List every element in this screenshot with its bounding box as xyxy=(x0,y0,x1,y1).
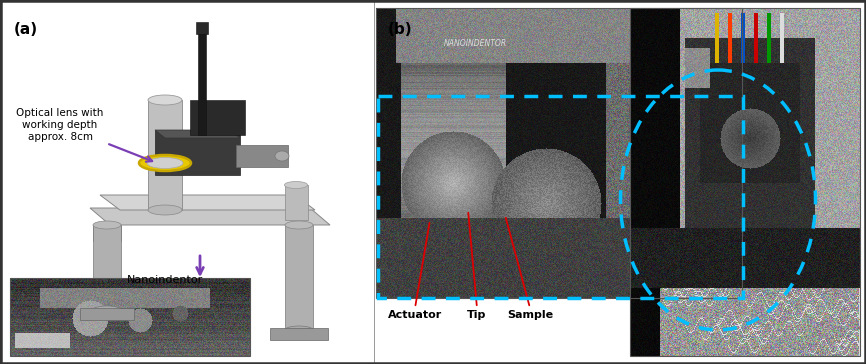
Bar xyxy=(236,145,288,167)
Text: Actuator: Actuator xyxy=(388,310,443,320)
Text: (b): (b) xyxy=(388,22,412,37)
Ellipse shape xyxy=(148,95,182,105)
Text: Optical lens with
working depth
approx. 8cm: Optical lens with working depth approx. … xyxy=(16,108,152,162)
Text: Sample: Sample xyxy=(507,310,553,320)
Text: (a): (a) xyxy=(14,22,38,37)
Polygon shape xyxy=(100,195,315,210)
Polygon shape xyxy=(285,185,308,220)
Bar xyxy=(378,96,743,298)
Ellipse shape xyxy=(275,151,289,161)
Ellipse shape xyxy=(93,221,121,229)
Text: NANOINDENTOR: NANOINDENTOR xyxy=(443,39,507,47)
Text: Nanoindentor: Nanoindentor xyxy=(127,275,204,285)
Bar xyxy=(196,22,208,34)
Polygon shape xyxy=(80,308,134,320)
Bar xyxy=(630,8,860,356)
Ellipse shape xyxy=(285,221,313,229)
Text: Tip: Tip xyxy=(468,310,487,320)
Ellipse shape xyxy=(93,306,121,314)
Bar xyxy=(376,8,742,298)
Bar xyxy=(93,225,121,241)
Bar xyxy=(10,278,250,356)
Ellipse shape xyxy=(147,158,183,169)
Bar xyxy=(190,100,245,135)
Polygon shape xyxy=(93,225,121,310)
Polygon shape xyxy=(155,130,240,175)
Bar xyxy=(8,8,368,256)
Polygon shape xyxy=(155,130,240,138)
Polygon shape xyxy=(148,100,182,210)
Polygon shape xyxy=(90,208,330,225)
Ellipse shape xyxy=(148,205,182,215)
Ellipse shape xyxy=(285,326,313,334)
Polygon shape xyxy=(285,225,313,330)
Ellipse shape xyxy=(285,182,307,189)
Bar xyxy=(198,30,206,135)
Bar xyxy=(374,2,864,362)
Bar xyxy=(2,2,374,362)
Polygon shape xyxy=(270,328,328,340)
Ellipse shape xyxy=(139,155,191,171)
